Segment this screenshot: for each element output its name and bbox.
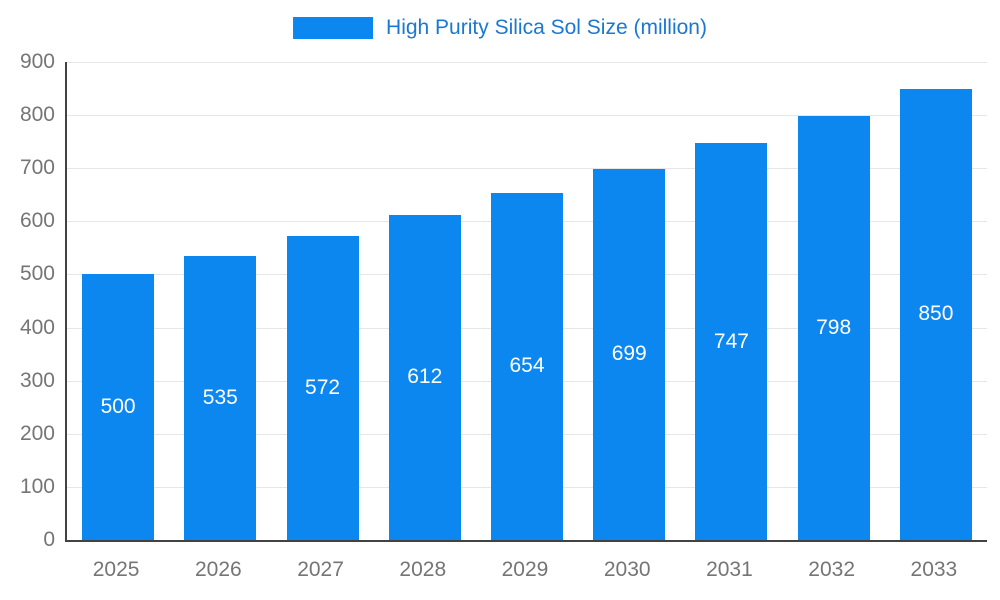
legend[interactable]: High Purity Silica Sol Size (million) bbox=[293, 16, 707, 40]
x-axis-tick-label: 2029 bbox=[501, 558, 549, 581]
bar-value-label: 535 bbox=[202, 385, 238, 409]
y-axis: 0 100 200 300 400 500 600 700 800 900 bbox=[0, 0, 55, 600]
y-axis-tick-label: 200 bbox=[19, 421, 55, 445]
bar-series: 500 535 572 612 654 699 747 798 850 bbox=[67, 62, 987, 540]
bar-value-label: 699 bbox=[611, 342, 647, 366]
x-axis-tick-label: 2027 bbox=[297, 558, 344, 581]
y-axis-tick-label: 100 bbox=[19, 474, 55, 498]
gridline bbox=[67, 115, 987, 117]
bar-value-label: 654 bbox=[509, 354, 545, 378]
x-axis-tick-label: 2026 bbox=[194, 558, 242, 581]
x-axis-tick-label: 2031 bbox=[706, 558, 753, 581]
legend-swatch bbox=[293, 17, 374, 39]
y-axis-tick-label: 600 bbox=[19, 209, 55, 233]
x-axis-tick-label: 2028 bbox=[399, 558, 447, 581]
bar-2030[interactable]: 699 bbox=[593, 168, 666, 540]
y-axis-tick-label: 800 bbox=[19, 103, 55, 127]
x-axis-tick-label: 2032 bbox=[808, 558, 856, 581]
bar-2028[interactable]: 612 bbox=[388, 214, 461, 540]
bar-2029[interactable]: 654 bbox=[491, 192, 563, 540]
bar-2027[interactable]: 572 bbox=[286, 236, 359, 540]
bar-2026[interactable]: 535 bbox=[184, 255, 257, 540]
gridline bbox=[67, 62, 987, 63]
y-axis-tick-label: 500 bbox=[19, 262, 55, 286]
y-axis-tick-label: 300 bbox=[19, 368, 55, 392]
bar-2031[interactable]: 747 bbox=[695, 143, 768, 540]
bar-2032[interactable]: 798 bbox=[797, 116, 870, 540]
bar-2033[interactable]: 850 bbox=[899, 88, 972, 540]
bar-value-label: 850 bbox=[918, 302, 954, 326]
bar-value-label: 747 bbox=[713, 329, 749, 353]
gridline bbox=[67, 168, 987, 170]
bar-value-label: 572 bbox=[305, 376, 341, 400]
y-axis-tick-label: 900 bbox=[19, 50, 55, 73]
y-axis-tick-label: 700 bbox=[19, 156, 55, 180]
bar-2025[interactable]: 500 bbox=[82, 274, 155, 540]
x-axis-tick-label: 2033 bbox=[910, 558, 958, 581]
chart-title: High Purity Silica Sol Size (million) bbox=[386, 16, 707, 39]
x-axis-tick-label: 2025 bbox=[92, 558, 140, 581]
plot-area: 500 535 572 612 654 699 747 798 850 bbox=[65, 62, 987, 542]
x-axis-tick-label: 2030 bbox=[603, 558, 651, 581]
y-axis-tick-label: 0 bbox=[43, 528, 55, 551]
y-axis-tick-label: 400 bbox=[19, 315, 55, 339]
bar-value-label: 500 bbox=[100, 395, 136, 419]
bar-value-label: 612 bbox=[407, 365, 443, 389]
bar-value-label: 798 bbox=[816, 316, 852, 340]
x-axis: 2025 2026 2027 2028 2029 2030 2031 2032 2033 bbox=[65, 554, 985, 586]
